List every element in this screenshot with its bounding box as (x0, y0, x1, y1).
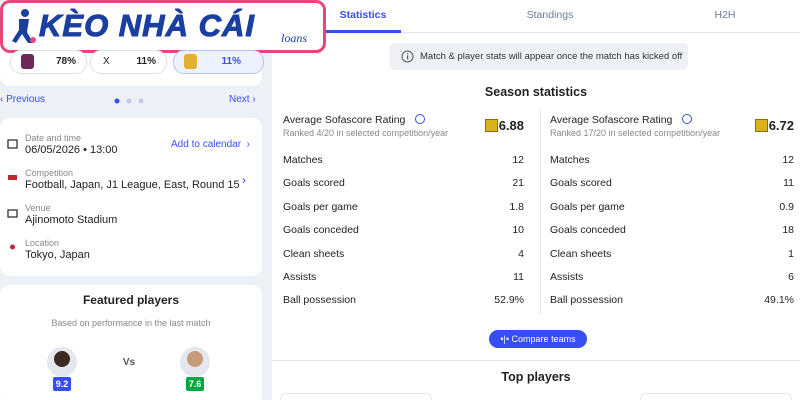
stat-label: Ball possession (283, 294, 356, 307)
stat-value: 4 (518, 247, 524, 260)
venue-value: Ajinomoto Stadium (25, 214, 118, 226)
compare-button[interactable]: •|• Compare teams (489, 330, 587, 348)
info-icons (7, 139, 18, 250)
stat-value: 21 (512, 177, 524, 190)
stat-label: Matches (550, 154, 590, 166)
player-rating: 7.6 (188, 379, 202, 389)
section-divider (272, 360, 800, 361)
tab-underline (325, 30, 401, 33)
date-label: Date and time (25, 133, 82, 143)
featured-title: Featured players (82, 293, 180, 307)
stat-value: 49.1% (764, 294, 794, 307)
info-icon (401, 50, 414, 63)
rating-badge (485, 119, 498, 132)
stat-label: Ball possession (550, 294, 623, 307)
player-rating: 9.2 (55, 379, 69, 389)
tab[interactable]: H2H (714, 9, 736, 21)
stat-value: 11 (783, 177, 794, 190)
logo-player (12, 9, 36, 43)
rating-value: 6.72 (768, 118, 794, 133)
notice-text: Match & player stats will appear once th… (420, 51, 683, 62)
odds-pill[interactable]: X 11% (90, 50, 167, 74)
stat-label: Goals per game (550, 200, 625, 213)
stat-value: 11 (513, 271, 524, 283)
stat-label: Assists (283, 271, 317, 283)
logo-title: KÈO NHÀ CÁI (39, 8, 255, 44)
top-players-title: Top players (501, 370, 571, 384)
stat-value: 18 (782, 224, 794, 237)
tab[interactable]: Statistics (339, 9, 387, 21)
stat-value: 10 (512, 224, 524, 237)
odds-value: 11% (136, 56, 156, 67)
odds-pill[interactable]: 78% (10, 50, 87, 74)
match-info-card (0, 118, 262, 276)
next-label: Next (229, 94, 250, 105)
tab-divider (272, 32, 800, 33)
previous-button[interactable]: ‹ Previous (0, 94, 46, 105)
team-logo (184, 54, 197, 69)
player-avatars (47, 347, 210, 391)
info-icon (415, 114, 425, 124)
stat-label: Clean sheets (550, 247, 612, 260)
stat-value: 1.8 (509, 200, 524, 213)
team-logo (21, 54, 34, 69)
odds-pill[interactable]: 11% (173, 50, 264, 74)
featured-subtitle: Based on performance in the last match (51, 318, 211, 328)
previous-label: Previous (6, 94, 46, 105)
logo-suffix: loans (281, 31, 308, 45)
stat-label: Clean sheets (283, 247, 345, 260)
compare-label: Compare teams (511, 334, 576, 344)
odds-label: X (103, 56, 110, 67)
notice-box: Match & player stats will appear once th… (389, 43, 688, 70)
stat-value: 0.9 (779, 200, 794, 213)
location-value: Tokyo, Japan (25, 249, 90, 261)
rating-badge (755, 119, 768, 132)
stat-value: 52.9% (494, 294, 524, 307)
rating-label: Average Sofascore Rating (550, 114, 673, 126)
featured-card (0, 285, 262, 400)
venue-label: Venue (25, 203, 51, 213)
rating-value: 6.88 (498, 118, 524, 133)
tab[interactable]: Standings (526, 9, 574, 21)
logo-box: KÈO NHÀ CÁI loans (0, 0, 326, 53)
stat-label: Goals scored (550, 177, 612, 190)
add-calendar-label: Add to calendar (171, 139, 242, 150)
stat-value: 6 (788, 271, 794, 283)
stat-label: Goals conceded (283, 224, 359, 237)
competition-chevron[interactable]: › (242, 173, 246, 187)
column-divider (540, 110, 541, 315)
stat-value: 1 (788, 247, 794, 260)
competition-label: Competition (25, 168, 74, 178)
date-value: 06/05/2026 • 13:00 (25, 144, 118, 156)
player-card (640, 393, 792, 400)
odds-value: 11% (221, 56, 241, 67)
stat-label: Goals scored (283, 177, 345, 190)
stat-value: 12 (512, 154, 524, 166)
stat-label: Goals per game (283, 200, 358, 213)
odds-value: 78% (55, 56, 76, 67)
rank-text: Ranked 4/20 in selected competition/year (283, 128, 449, 138)
next-button[interactable]: Next › (229, 94, 256, 105)
competition-value: Football, Japan, J1 League, East, Round … (25, 179, 240, 191)
versus: Vs (122, 357, 136, 368)
rank-text: Ranked 17/20 in selected competition/yea… (550, 128, 721, 138)
location-label: Location (25, 238, 60, 248)
stat-label: Goals conceded (550, 224, 626, 237)
stat-value: 12 (782, 154, 794, 166)
info-icon (682, 114, 692, 124)
add-calendar[interactable]: Add to calendar › (171, 139, 250, 150)
rating-label: Average Sofascore Rating (283, 114, 406, 126)
pager-dots (114, 98, 144, 104)
stat-label: Matches (283, 154, 323, 166)
player-card (280, 393, 432, 400)
section-title: Season statistics (484, 85, 588, 99)
stat-label: Assists (550, 271, 584, 283)
